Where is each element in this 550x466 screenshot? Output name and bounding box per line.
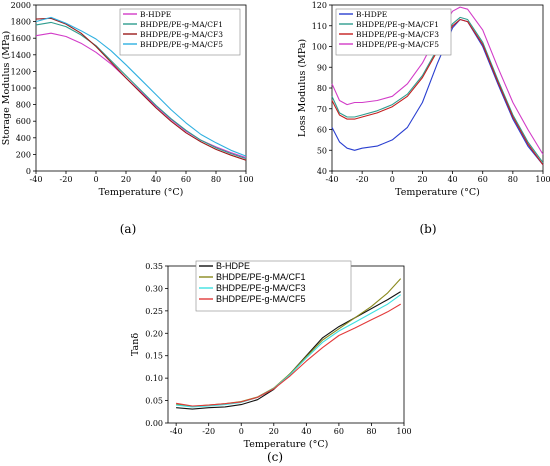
x-tick-label: 0 <box>390 175 395 184</box>
y-tick-label: 120 <box>312 1 327 10</box>
y-tick-label: 0.25 <box>145 307 163 316</box>
series-line-3 <box>331 18 544 166</box>
y-tick-label: 90 <box>317 63 327 72</box>
x-tick-label: -40 <box>326 175 339 184</box>
legend-entry: BHDPE/PE-g-MA/CF3 <box>356 30 439 39</box>
y-tick-label: 2000 <box>11 1 31 10</box>
y-tick-label: 70 <box>317 105 327 114</box>
y-tick-label: 1400 <box>11 51 31 60</box>
legend-entry: B-HDPE <box>356 10 387 19</box>
x-tick-label: 40 <box>301 427 311 436</box>
legend-entry: BHDPE/PE-g-MA/CF1 <box>216 272 306 282</box>
series-line-2 <box>331 16 544 164</box>
y-tick-label: 60 <box>317 126 327 135</box>
y-tick-label: 1000 <box>11 84 31 93</box>
x-tick-label: 100 <box>396 427 411 436</box>
legend-entry: B-HDPE <box>216 261 250 271</box>
x-tick-label: 60 <box>478 175 488 184</box>
series-line-3 <box>35 17 247 161</box>
x-tick-label: 40 <box>447 175 457 184</box>
legend-entry: BHDPE/PE-g-MA/CF3 <box>216 283 306 293</box>
legend-entry: BHDPE/PE-g-MA/CF5 <box>140 40 223 49</box>
y-tick-label: 0.10 <box>145 374 163 383</box>
x-tick-label: -40 <box>170 427 183 436</box>
x-tick-label: 20 <box>121 175 131 184</box>
x-axis-label: Temperature (°C) <box>244 439 329 450</box>
x-tick-label: -20 <box>356 175 369 184</box>
x-tick-label: 0 <box>239 427 244 436</box>
x-tick-label: 80 <box>508 175 518 184</box>
storage-modulus-chart: -40 -20 0 20 40 60 80 1000200400600800100012001… <box>1 1 254 198</box>
x-tick-label: 0 <box>93 175 98 184</box>
x-tick-label: 100 <box>535 175 550 184</box>
x-tick-label: -20 <box>60 175 73 184</box>
legend-entry: BHDPE/PE-g-MA/CF3 <box>140 30 223 39</box>
panel-label-b: (b) <box>419 222 436 236</box>
series-line-1 <box>331 18 544 166</box>
x-axis-label: Temperature (°C) <box>99 187 184 198</box>
x-tick-label: 20 <box>269 427 279 436</box>
y-tick-label: 80 <box>317 84 327 93</box>
legend-box <box>195 260 352 312</box>
y-tick-label: 40 <box>317 167 327 176</box>
y-tick-label: 1800 <box>11 18 31 27</box>
legend-entry: BHDPE/PE-g-MA/CF5 <box>216 294 306 304</box>
x-tick-label: 80 <box>211 175 221 184</box>
y-tick-label: 0.05 <box>145 397 163 406</box>
y-axis-label: Loss Modulus (MPa) <box>297 39 308 137</box>
y-axis-label: Storage Modulus (MPa) <box>1 31 12 145</box>
series-line-3 <box>176 294 402 408</box>
legend-box <box>119 8 241 56</box>
panel-label-c: (c) <box>267 450 283 464</box>
x-tick-label: 80 <box>366 427 376 436</box>
y-tick-label: 110 <box>312 22 327 31</box>
legend-entry: BHDPE/PE-g-MA/CF1 <box>356 20 439 29</box>
loss-modulus-chart: -40 -20 0 20 40 60 80 100 40 50 60 70 80 90 100 110 120 T… <box>297 1 550 198</box>
y-tick-label: 0.30 <box>145 284 163 293</box>
y-tick-label: 0.20 <box>145 329 163 338</box>
x-tick-label: -20 <box>202 427 215 436</box>
y-tick-label: 0.15 <box>145 352 163 361</box>
y-tick-label: 200 <box>16 150 31 159</box>
y-tick-label: 100 <box>312 43 327 52</box>
x-tick-label: 20 <box>417 175 427 184</box>
y-tick-label: 1600 <box>11 34 31 43</box>
legend-entry: BHDPE/PE-g-MA/CF1 <box>140 20 223 29</box>
x-axis-label: Temperature (°C) <box>395 187 480 198</box>
legend-entry: BHDPE/PE-g-MA/CF5 <box>356 40 439 49</box>
x-tick-label: 40 <box>151 175 161 184</box>
y-tick-label: 0.35 <box>145 262 163 271</box>
legend-box <box>335 8 452 56</box>
y-tick-label: 0 <box>26 167 31 176</box>
series-line-4 <box>35 16 247 157</box>
series-line-4 <box>176 303 401 407</box>
x-tick-label: -40 <box>30 175 43 184</box>
series-line-2 <box>35 21 247 160</box>
tan-delta-chart: -40 -20 0 20 40 60 80 100 0.00 0.05 0.10 0.15 0.20 0.… <box>130 260 412 450</box>
y-tick-label: 600 <box>16 117 31 126</box>
y-tick-label: 1200 <box>11 67 31 76</box>
y-tick-label: 800 <box>16 101 31 110</box>
legend-entry: B-HDPE <box>140 10 171 19</box>
y-axis-label: Tanδ <box>130 333 141 356</box>
y-tick-label: 400 <box>16 134 31 143</box>
x-tick-label: 100 <box>238 175 253 184</box>
panel-label-a: (a) <box>120 222 137 236</box>
y-tick-label: 0.00 <box>145 419 163 428</box>
x-tick-label: 60 <box>334 427 344 436</box>
x-tick-label: 60 <box>181 175 191 184</box>
y-tick-label: 50 <box>317 146 327 155</box>
